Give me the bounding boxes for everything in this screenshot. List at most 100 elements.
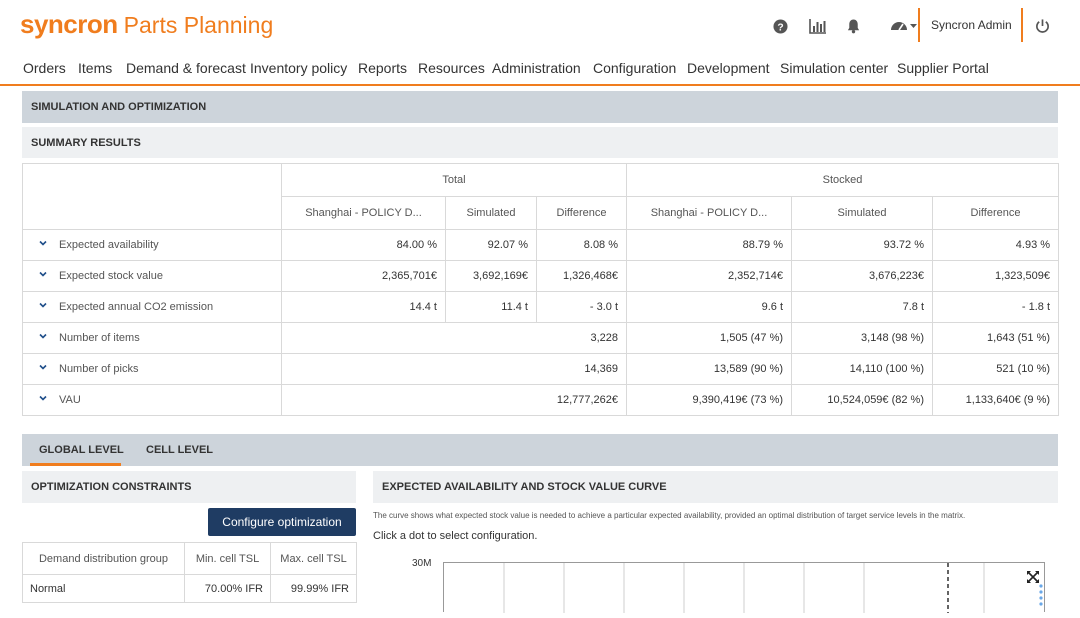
constraints-table: Demand distribution group Min. cell TSL … xyxy=(22,542,357,603)
cell-value: 1,133,640€ (9 %) xyxy=(932,384,1060,416)
nav-items[interactable]: Items xyxy=(78,60,113,76)
col-header-demand-group: Demand distribution group xyxy=(22,542,185,575)
cell-value: 1,326,468€ xyxy=(535,260,628,292)
cell-value: 3,228 xyxy=(280,322,628,354)
availability-stock-curve-chart[interactable] xyxy=(443,562,1045,613)
row-label-text: Expected availability xyxy=(59,239,159,251)
cell-value: 9.6 t xyxy=(626,291,793,323)
col-header-min-tsl: Min. cell TSL xyxy=(184,542,271,575)
nav-simulation-center[interactable]: Simulation center xyxy=(780,60,889,76)
nav-supplier-portal[interactable]: Supplier Portal xyxy=(897,60,989,76)
header-separator xyxy=(918,8,920,42)
row-label-text: VAU xyxy=(59,394,81,406)
row-label[interactable]: Expected annual CO2 emission xyxy=(22,291,282,323)
col-header-difference: Difference xyxy=(535,196,628,230)
cell-value: 92.07 % xyxy=(445,229,537,261)
cell-value: 8.08 % xyxy=(535,229,628,261)
chart-grid xyxy=(503,563,1043,613)
table-row: Expected availability 84.00 % 92.07 % 8.… xyxy=(22,229,1060,261)
tab-cell-level[interactable]: CELL LEVEL xyxy=(146,444,214,456)
user-name[interactable]: Syncron Admin xyxy=(931,18,1012,32)
level-tabs: GLOBAL LEVEL CELL LEVEL xyxy=(22,434,1058,466)
page-title: SIMULATION AND OPTIMIZATION xyxy=(22,91,1058,123)
chart-icon[interactable] xyxy=(808,16,828,36)
cell-value: 14,110 (100 %) xyxy=(791,353,934,385)
nav-orders[interactable]: Orders xyxy=(23,60,66,76)
expand-icon[interactable] xyxy=(1027,571,1039,583)
cell-value: 1,505 (47 %) xyxy=(626,322,793,354)
power-icon[interactable] xyxy=(1032,16,1052,36)
cell-value: 3,676,223€ xyxy=(791,260,934,292)
table-corner xyxy=(22,163,282,230)
tab-global-level[interactable]: GLOBAL LEVEL xyxy=(39,444,124,456)
col-header-difference: Difference xyxy=(932,196,1060,230)
curve-description: The curve shows what expected stock valu… xyxy=(373,511,966,520)
chevron-down-icon[interactable] xyxy=(39,270,47,278)
active-tab-indicator xyxy=(30,463,121,466)
chevron-down-icon[interactable] xyxy=(39,332,47,340)
cell-value: 10,524,059€ (82 %) xyxy=(791,384,934,416)
row-label[interactable]: VAU xyxy=(22,384,282,416)
group-header-stocked: Stocked xyxy=(626,163,1060,197)
row-label[interactable]: Number of items xyxy=(22,322,282,354)
row-label-text: Number of picks xyxy=(59,363,139,375)
cell-value: 84.00 % xyxy=(281,229,446,261)
cell-value: 2,352,714€ xyxy=(626,260,793,292)
header-separator xyxy=(1021,8,1023,42)
chevron-down-icon[interactable] xyxy=(39,394,47,402)
col-header-baseline[interactable]: Shanghai - POLICY D... xyxy=(281,196,446,230)
chevron-down-icon[interactable] xyxy=(39,363,47,371)
app-logo[interactable]: syncron Parts Planning xyxy=(20,9,273,40)
help-icon[interactable]: ? xyxy=(770,16,790,36)
curve-dots xyxy=(1039,584,1043,606)
cell-value: 93.72 % xyxy=(791,229,934,261)
chevron-down-icon[interactable] xyxy=(39,239,47,247)
nav-reports[interactable]: Reports xyxy=(358,60,408,76)
top-bar: syncron Parts Planning ? Syncron Admin xyxy=(0,0,1080,52)
cell-value: 521 (10 %) xyxy=(932,353,1060,385)
col-header-max-tsl: Max. cell TSL xyxy=(270,542,357,575)
product-name: Parts Planning xyxy=(123,12,274,38)
main-nav: Orders Items Demand & forecast Inventory… xyxy=(0,56,1080,86)
table-row: Expected stock value 2,365,701€ 3,692,16… xyxy=(22,260,1060,292)
svg-text:?: ? xyxy=(777,22,783,33)
cell-value: 4.93 % xyxy=(932,229,1060,261)
nav-demand-forecast[interactable]: Demand & forecast xyxy=(126,60,246,76)
y-axis-tick-label: 30M xyxy=(412,558,432,569)
table-row: Number of items 3,228 1,505 (47 %) 3,148… xyxy=(22,322,1060,354)
summary-table: Total Stocked Shanghai - POLICY D... Sim… xyxy=(22,163,1060,416)
dashboard-icon[interactable] xyxy=(889,16,919,36)
curve-title: EXPECTED AVAILABILITY AND STOCK VALUE CU… xyxy=(373,471,1058,503)
table-row: VAU 12,777,262€ 9,390,419€ (73 %) 10,524… xyxy=(22,384,1060,416)
row-label[interactable]: Expected availability xyxy=(22,229,282,261)
cell-value: 3,692,169€ xyxy=(445,260,537,292)
chevron-down-icon[interactable] xyxy=(39,301,47,309)
col-header-baseline[interactable]: Shanghai - POLICY D... xyxy=(626,196,793,230)
row-label[interactable]: Number of picks xyxy=(22,353,282,385)
nav-inventory-policy[interactable]: Inventory policy xyxy=(250,60,348,76)
nav-configuration[interactable]: Configuration xyxy=(593,60,677,76)
cell-group: Normal xyxy=(22,574,185,603)
cell-value: - 1.8 t xyxy=(932,291,1060,323)
row-label[interactable]: Expected stock value xyxy=(22,260,282,292)
brand-name: syncron xyxy=(20,9,118,39)
cell-value: 14,369 xyxy=(280,353,628,385)
table-row: Normal 70.00% IFR 99.99% IFR xyxy=(22,574,357,603)
nav-resources[interactable]: Resources xyxy=(418,60,485,76)
table-row: Expected annual CO2 emission 14.4 t 11.4… xyxy=(22,291,1060,323)
row-label-text: Expected annual CO2 emission xyxy=(59,301,214,313)
row-label-text: Number of items xyxy=(59,332,140,344)
curve-hint: Click a dot to select configuration. xyxy=(373,530,538,542)
cell-value: 1,323,509€ xyxy=(932,260,1060,292)
cell-value: 2,365,701€ xyxy=(281,260,446,292)
cell-value: 13,589 (90 %) xyxy=(626,353,793,385)
configure-optimization-button[interactable]: Configure optimization xyxy=(208,508,356,536)
cell-value: 1,643 (51 %) xyxy=(932,322,1060,354)
optimization-constraints-title: OPTIMIZATION CONSTRAINTS xyxy=(22,471,356,503)
row-label-text: Expected stock value xyxy=(59,270,163,282)
col-header-simulated: Simulated xyxy=(445,196,537,230)
cell-max-tsl: 99.99% IFR xyxy=(270,574,357,603)
bell-icon[interactable] xyxy=(843,16,863,36)
nav-administration[interactable]: Administration xyxy=(492,60,581,76)
nav-development[interactable]: Development xyxy=(687,60,770,76)
